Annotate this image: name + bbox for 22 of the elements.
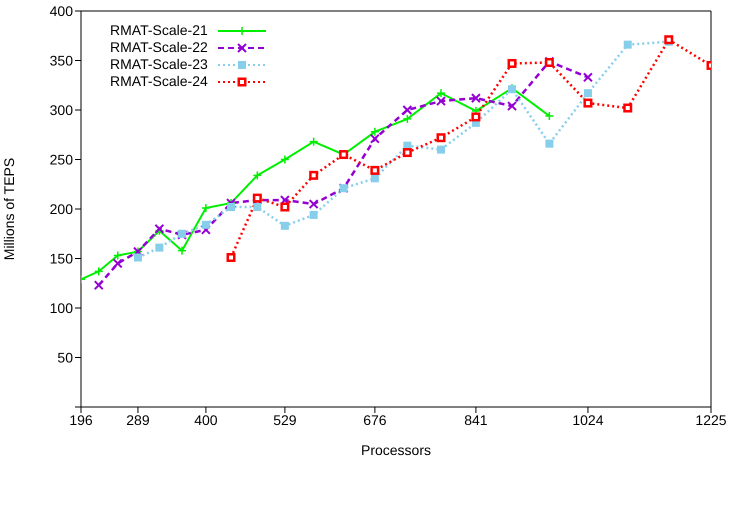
x-tick-label: 400 <box>194 412 218 428</box>
y-tick-label: 350 <box>50 52 74 68</box>
x-tick-label: 289 <box>126 412 150 428</box>
legend-label: RMAT-Scale-23 <box>110 56 208 73</box>
x-axis-title: Processors <box>360 442 432 458</box>
y-tick-label: 150 <box>50 250 74 266</box>
legend-label: RMAT-Scale-22 <box>110 39 208 56</box>
legend-label: RMAT-Scale-24 <box>110 73 208 90</box>
y-tick-label: 100 <box>50 300 74 316</box>
x-tick-label: 1225 <box>695 412 727 428</box>
y-tick-label: 50 <box>57 349 74 366</box>
y-tick-label: 400 <box>50 2 74 19</box>
x-tick-label: 676 <box>363 412 387 428</box>
x-tick-label: 841 <box>464 412 488 428</box>
x-tick-label: 1024 <box>572 412 604 428</box>
y-tick-label: 200 <box>50 200 74 217</box>
legend-label: RMAT-Scale-21 <box>110 22 208 39</box>
x-tick-label: 196 <box>69 412 93 428</box>
x-tick-label: 529 <box>273 412 297 428</box>
y-tick-label: 300 <box>50 102 74 118</box>
y-tick-label: 250 <box>50 151 74 168</box>
y-axis-title: Millions of TEPS <box>0 158 17 260</box>
